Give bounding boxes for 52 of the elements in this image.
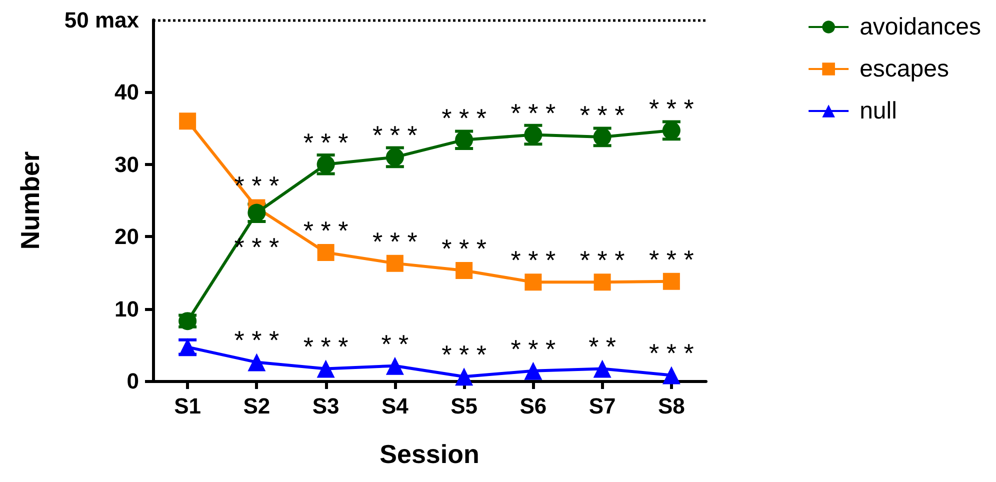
- annotation: * * *: [510, 334, 556, 364]
- y-tick-label: 10: [114, 296, 139, 322]
- legend-label: null: [860, 98, 897, 124]
- annotation: * * *: [510, 245, 556, 276]
- annotation: * * *: [442, 234, 486, 264]
- x-tick-label: S3: [312, 394, 340, 418]
- annotation: * * *: [372, 120, 418, 150]
- y-tick-label: 50 max: [64, 8, 140, 32]
- x-tick-label: S5: [450, 394, 478, 418]
- annotation: * * *: [303, 215, 348, 246]
- x-axis-title: Session: [380, 439, 480, 469]
- point: [524, 362, 542, 380]
- y-tick-label: 0: [126, 368, 139, 394]
- point: [179, 112, 196, 130]
- point: [456, 262, 473, 280]
- x-tick-label: S2: [243, 394, 270, 418]
- y-tick-label: 20: [114, 224, 139, 250]
- annotation: * * *: [580, 100, 625, 130]
- annotation: * *: [588, 332, 616, 362]
- x-tick-label: S7: [588, 394, 616, 418]
- legend-label: escapes: [860, 56, 949, 82]
- annotation: * * *: [372, 226, 418, 256]
- x-tick-label: S4: [381, 394, 410, 418]
- y-axis-title: Number: [15, 151, 45, 250]
- point: [386, 254, 404, 272]
- annotation: * * *: [442, 340, 486, 370]
- point: [524, 274, 542, 291]
- annotation: * * *: [303, 332, 348, 362]
- point: [662, 272, 680, 290]
- annotation: * * *: [649, 338, 694, 368]
- y-tick-label: 40: [114, 80, 139, 105]
- annotation: * *: [381, 328, 409, 359]
- annotation: * * *: [234, 325, 280, 356]
- point: [248, 353, 266, 372]
- annotation: * * *: [510, 98, 556, 128]
- point: [662, 366, 680, 384]
- x-tick-label: S6: [520, 394, 547, 418]
- x-tick-label: S8: [658, 394, 685, 418]
- annotation: * * *: [580, 245, 625, 276]
- legend-label: avoidances: [860, 14, 982, 40]
- point: [594, 274, 611, 291]
- x-tick-label: S1: [174, 394, 202, 418]
- annotation: * * *: [649, 244, 694, 274]
- point: [455, 368, 474, 386]
- point: [593, 360, 612, 378]
- point: [317, 244, 334, 261]
- annotation: * * *: [442, 102, 486, 133]
- y-tick-label: 30: [114, 152, 139, 177]
- annotation: * * *: [649, 93, 694, 124]
- annotation: * * *: [303, 127, 348, 158]
- point: [386, 356, 404, 375]
- point: [316, 360, 335, 378]
